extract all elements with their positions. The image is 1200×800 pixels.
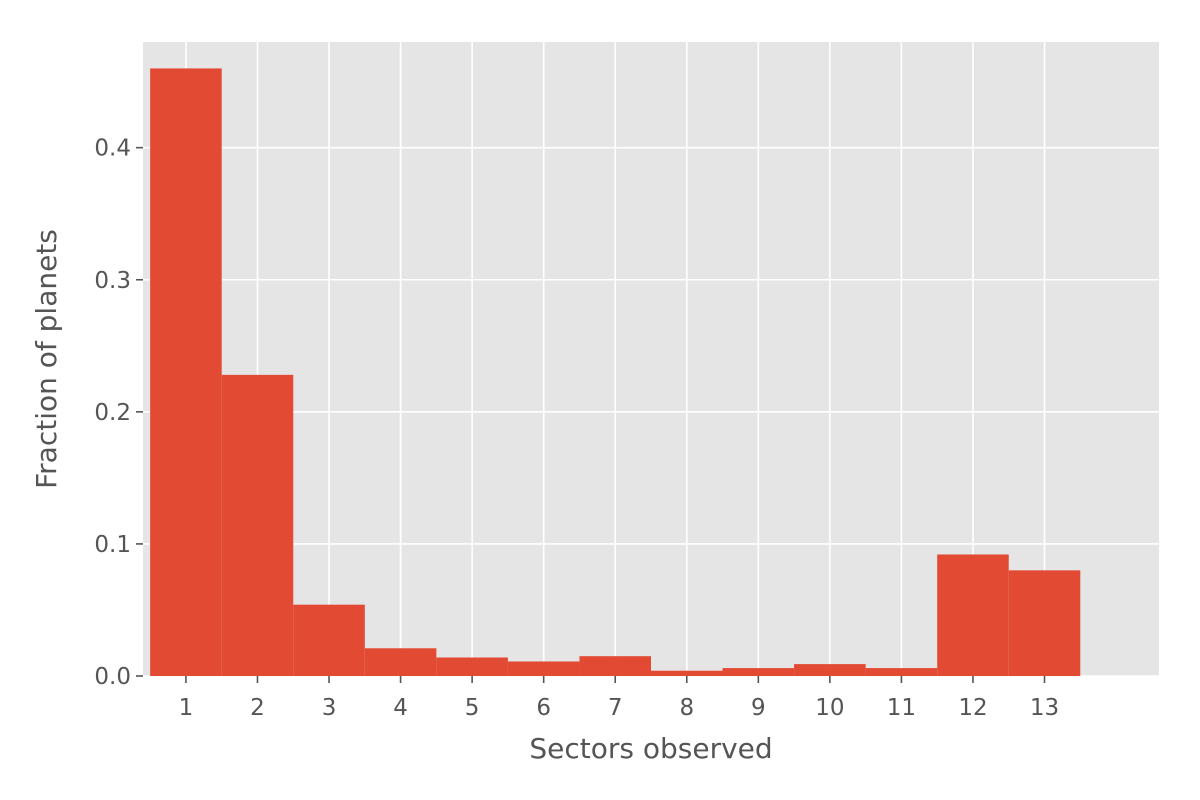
x-tick-label: 8 bbox=[679, 695, 694, 721]
bar-5 bbox=[436, 657, 508, 676]
x-tick-label: 11 bbox=[887, 695, 916, 721]
bar-2 bbox=[221, 374, 294, 676]
grid-lines bbox=[143, 42, 1159, 677]
x-tick-label: 2 bbox=[250, 695, 265, 721]
y-tick-label: 0.4 bbox=[94, 136, 131, 162]
x-tick-label: 13 bbox=[1030, 695, 1059, 721]
x-tick-label: 4 bbox=[393, 695, 408, 721]
x-axis-ticks: 1 2 3 4 5 6 7 8 9 10 11 12 13 bbox=[179, 676, 1059, 721]
y-tick-label: 0.0 bbox=[94, 664, 131, 690]
bar-6 bbox=[507, 661, 580, 676]
x-tick-label: 5 bbox=[465, 695, 480, 721]
bar-12 bbox=[937, 554, 1009, 676]
y-axis-label: Fraction of planets bbox=[30, 229, 63, 489]
bar-4 bbox=[364, 648, 437, 676]
x-tick-label: 6 bbox=[536, 695, 551, 721]
bar-8 bbox=[651, 670, 723, 676]
x-tick-label: 3 bbox=[322, 695, 337, 721]
x-tick-label: 12 bbox=[958, 695, 987, 721]
bar-7 bbox=[579, 656, 651, 676]
y-tick-label: 0.2 bbox=[94, 400, 131, 426]
bar-9 bbox=[722, 668, 795, 676]
y-tick-label: 0.3 bbox=[94, 268, 131, 294]
x-tick-label: 7 bbox=[608, 695, 623, 721]
bar-13 bbox=[1008, 570, 1081, 676]
bar-10 bbox=[794, 664, 866, 676]
y-tick-label: 0.1 bbox=[94, 532, 131, 558]
bar-1 bbox=[150, 68, 222, 676]
bar-11 bbox=[865, 668, 938, 676]
bars bbox=[150, 68, 1081, 676]
x-tick-label: 10 bbox=[815, 695, 844, 721]
bar-3 bbox=[293, 604, 365, 676]
x-tick-label: 1 bbox=[179, 695, 194, 721]
x-tick-label: 9 bbox=[751, 695, 766, 721]
y-axis-ticks: 0.0 0.1 0.2 0.3 0.4 bbox=[94, 136, 143, 690]
x-axis-label: Sectors observed bbox=[529, 732, 772, 765]
